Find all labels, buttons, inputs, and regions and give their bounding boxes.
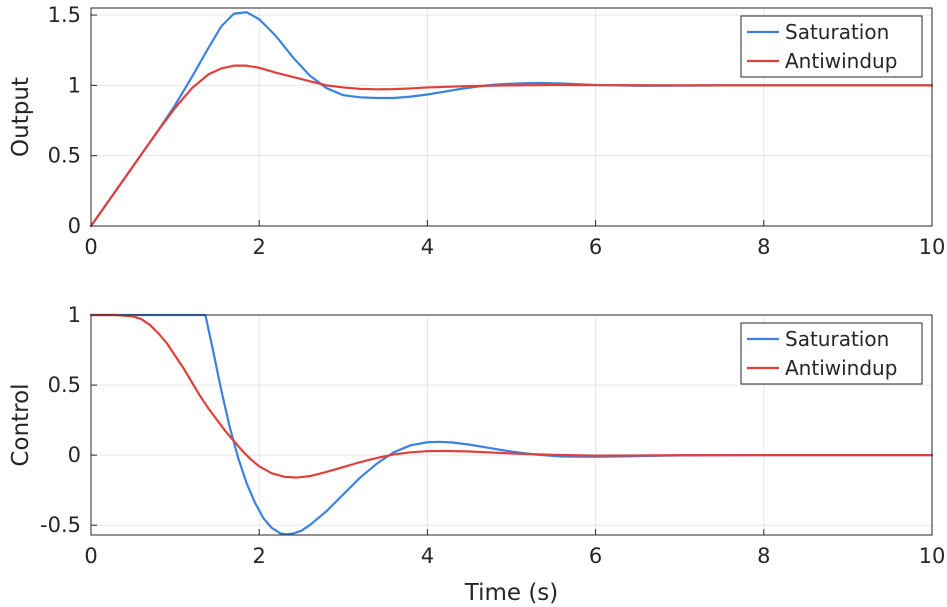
y-tick-label: 0.5 bbox=[48, 373, 81, 397]
x-tick-label: 2 bbox=[253, 235, 266, 259]
axes-frame bbox=[90, 7, 933, 227]
y-axis-label: Control bbox=[8, 383, 34, 466]
y-tick-label: 1 bbox=[68, 303, 81, 327]
y-tick-label: 0 bbox=[68, 443, 81, 467]
legend: Saturation Antiwindup bbox=[740, 15, 923, 78]
x-tick-label: 4 bbox=[421, 544, 434, 568]
x-tick-label: 0 bbox=[84, 235, 97, 259]
x-tick-label: 10 bbox=[919, 544, 946, 568]
y-tick-label: 0 bbox=[68, 214, 81, 238]
chart-output: 0 2 4 6 8 10 0 0.5 1 1.5 Output Saturation Antiwindu… bbox=[8, 3, 945, 259]
series-line-antiwindup bbox=[89, 313, 934, 479]
x-tick-label: 8 bbox=[757, 544, 770, 568]
x-tick-label: 10 bbox=[919, 235, 946, 259]
x-tick-label: 4 bbox=[421, 235, 434, 259]
legend: Saturation Antiwindup bbox=[740, 322, 923, 385]
series-line-antiwindup bbox=[89, 64, 934, 228]
y-axis-label: Output bbox=[8, 77, 34, 157]
y-tick-label: -0.5 bbox=[40, 513, 81, 537]
legend-box bbox=[740, 322, 923, 385]
x-tick-label: 6 bbox=[589, 235, 602, 259]
x-tick-label: 6 bbox=[589, 544, 602, 568]
legend-label-antiwindup: Antiwindup bbox=[785, 49, 897, 73]
legend-label-saturation: Saturation bbox=[785, 20, 889, 44]
x-tick-label: 2 bbox=[253, 544, 266, 568]
legend-label-antiwindup: Antiwindup bbox=[785, 356, 897, 380]
series-line-saturation bbox=[89, 313, 934, 536]
legend-label-saturation: Saturation bbox=[785, 327, 889, 351]
legend-box bbox=[740, 15, 923, 78]
x-tick-label: 0 bbox=[84, 544, 97, 568]
x-axis-label: Time (s) bbox=[464, 580, 559, 606]
y-tick-label: 0.5 bbox=[48, 144, 81, 168]
y-tick-label: 1 bbox=[68, 73, 81, 97]
x-tick-label: 8 bbox=[757, 235, 770, 259]
y-tick-label: 1.5 bbox=[48, 3, 81, 27]
axes-frame bbox=[90, 314, 933, 536]
